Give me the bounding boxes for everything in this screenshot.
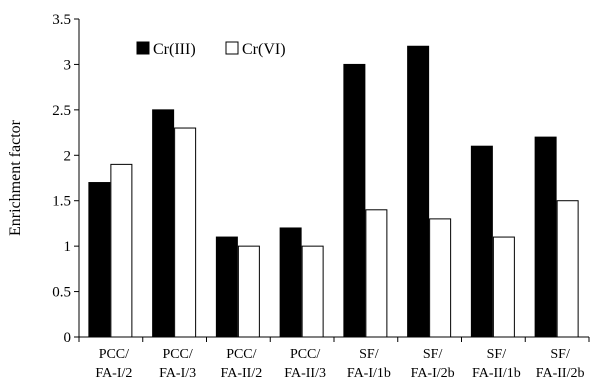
- legend-swatch-cr-iii: [137, 42, 149, 54]
- y-axis-ticks: 0 0.5 1 1.5 2 2.5 3 3.5: [52, 12, 79, 346]
- bar-cr-vi: [366, 210, 387, 337]
- legend-swatch-cr-vi: [226, 42, 238, 54]
- x-category-label: FA-II/2b: [536, 366, 585, 381]
- bar-cr-iii: [216, 237, 237, 337]
- y-tick-label: 1: [64, 239, 72, 255]
- x-category-label: SF/: [550, 347, 570, 362]
- y-tick-label: 1.5: [52, 194, 71, 210]
- x-category-label: FA-I/3: [159, 366, 196, 381]
- x-category-label: FA-II/3: [284, 366, 326, 381]
- bar-cr-vi: [557, 201, 578, 337]
- x-category-label: SF/: [359, 347, 379, 362]
- x-axis-categories: PCC/FA-I/2 PCC/FA-I/3 PCC/FA-II/2 PCC/FA-II…: [79, 337, 589, 381]
- y-tick-label: 3.5: [52, 12, 71, 28]
- bar-cr-iii: [408, 46, 429, 337]
- y-axis-label: Enrichment factor: [7, 119, 24, 236]
- bar-cr-vi: [430, 219, 451, 337]
- legend: Cr(III) Cr(VI): [137, 41, 286, 58]
- bar-cr-iii: [280, 228, 301, 337]
- x-category-label: SF/: [423, 347, 443, 362]
- legend-label-cr-vi: Cr(VI): [242, 41, 286, 58]
- x-category-label: PCC/: [99, 347, 129, 362]
- bar-cr-iii: [535, 137, 556, 337]
- legend-label-cr-iii: Cr(III): [153, 41, 196, 58]
- bar-cr-iii: [471, 146, 492, 337]
- x-category-label: FA-II/2: [221, 366, 263, 381]
- x-category-label: FA-II/1b: [472, 366, 521, 381]
- y-tick-label: 3: [64, 57, 72, 73]
- x-category-label: PCC/: [162, 347, 192, 362]
- x-category-label: FA-I/1b: [347, 366, 391, 381]
- bar-cr-iii: [153, 110, 174, 337]
- bar-cr-vi: [111, 164, 132, 337]
- bars-group: [89, 46, 578, 337]
- y-tick-label: 2.5: [52, 103, 71, 119]
- x-category-label: FA-I/2b: [411, 366, 455, 381]
- bar-cr-iii: [344, 64, 365, 337]
- y-tick-label: 2: [64, 148, 72, 164]
- y-tick-label: 0: [64, 330, 72, 346]
- x-category-label: FA-I/2: [95, 366, 132, 381]
- x-category-label: PCC/: [226, 347, 256, 362]
- x-category-label: SF/: [487, 347, 507, 362]
- bar-cr-vi: [302, 246, 323, 337]
- y-tick-label: 0.5: [52, 285, 71, 301]
- bar-cr-vi: [493, 237, 514, 337]
- x-category-label: PCC/: [290, 347, 320, 362]
- bar-cr-iii: [89, 183, 110, 337]
- bar-cr-vi: [175, 128, 196, 337]
- bar-cr-vi: [238, 246, 259, 337]
